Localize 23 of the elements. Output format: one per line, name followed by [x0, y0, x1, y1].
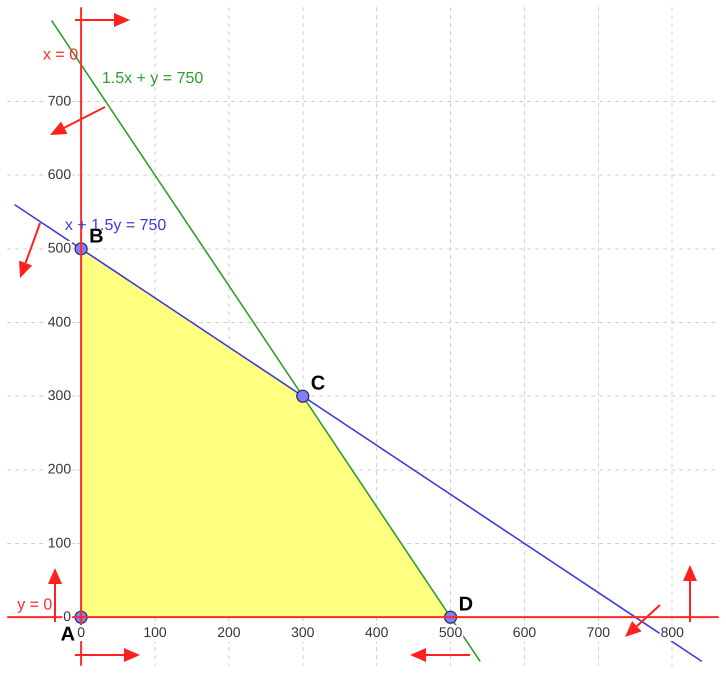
y-tick-label: 300: [48, 387, 72, 404]
y-tick-label: 700: [48, 92, 72, 108]
annotation: C: [310, 372, 326, 395]
x-tick-label: 800: [660, 624, 684, 640]
y-tick-label: 100: [48, 534, 72, 550]
x-tick-label: 600: [512, 624, 536, 640]
y-tick-label: 600: [48, 166, 72, 182]
x-tick-label: 300: [291, 624, 315, 640]
x-tick-label: 400: [364, 624, 389, 640]
x-tick-label: 500: [438, 624, 462, 640]
x-tick-label: 700: [586, 624, 610, 640]
annotation: A: [60, 624, 76, 646]
x-tick-label: 200: [217, 624, 241, 640]
y-tick-label: 400: [48, 313, 72, 330]
y-tick-label: 500: [48, 240, 72, 256]
y-tick-label: 0: [63, 608, 72, 624]
point: [296, 390, 310, 403]
x-tick-label: 0: [77, 624, 86, 640]
annotation: y = 0: [17, 596, 52, 614]
series-label: 1.5x + y = 750: [102, 70, 204, 87]
y-tick-label: 200: [48, 460, 72, 477]
annotation: D: [458, 594, 474, 616]
x-tick-label: 100: [143, 624, 167, 640]
